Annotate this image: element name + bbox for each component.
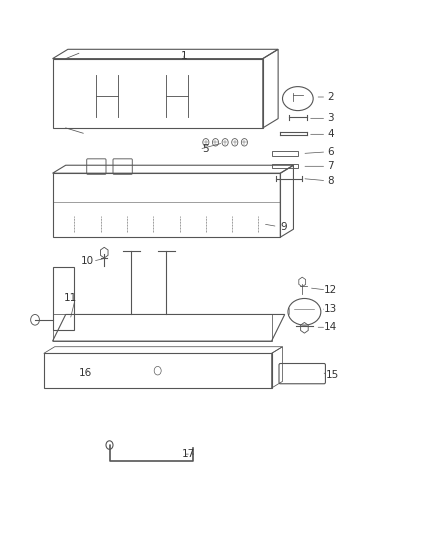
Text: 2: 2 xyxy=(327,92,334,102)
Text: 17: 17 xyxy=(182,449,195,459)
Text: 10: 10 xyxy=(81,256,94,266)
Text: 14: 14 xyxy=(324,322,337,332)
Text: 1: 1 xyxy=(180,51,187,61)
Text: 15: 15 xyxy=(326,370,339,380)
Text: 4: 4 xyxy=(327,130,334,139)
Text: 12: 12 xyxy=(324,285,337,295)
Text: 16: 16 xyxy=(79,368,92,378)
Text: 11: 11 xyxy=(64,294,77,303)
Text: 3: 3 xyxy=(327,114,334,123)
Text: 8: 8 xyxy=(327,176,334,185)
Text: 5: 5 xyxy=(202,144,209,154)
Text: 6: 6 xyxy=(327,147,334,157)
Text: 13: 13 xyxy=(324,304,337,314)
Text: 7: 7 xyxy=(327,161,334,171)
Text: 9: 9 xyxy=(280,222,287,231)
